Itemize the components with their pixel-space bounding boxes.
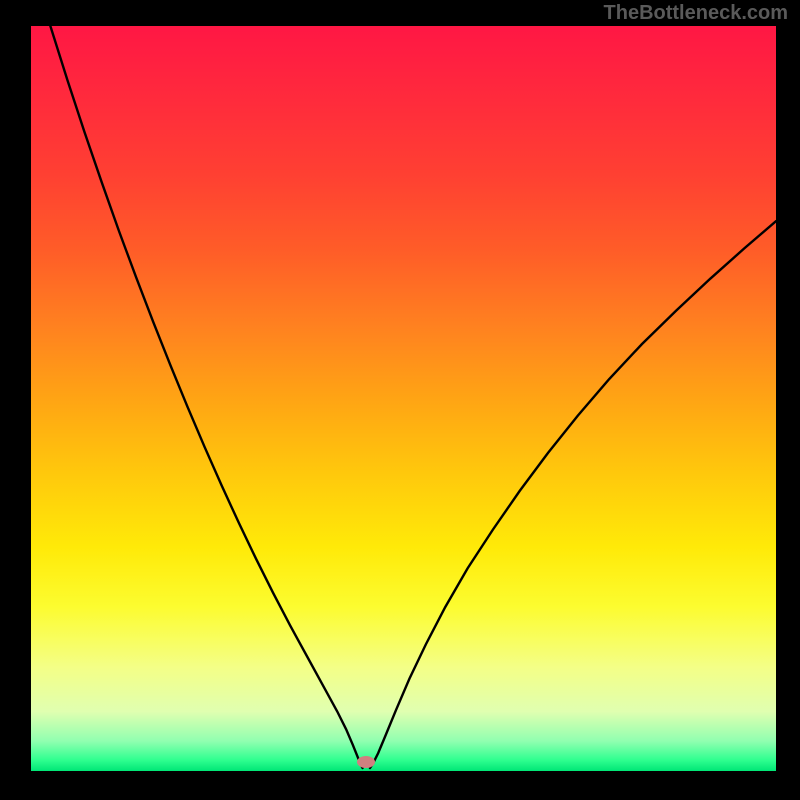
bottleneck-curve [31, 26, 776, 771]
chart-container: TheBottleneck.com [0, 0, 800, 800]
plot-area [31, 26, 776, 771]
watermark-text: TheBottleneck.com [604, 2, 788, 25]
curve-left [50, 26, 362, 768]
minimum-marker [357, 756, 375, 768]
curve-right [370, 221, 776, 768]
